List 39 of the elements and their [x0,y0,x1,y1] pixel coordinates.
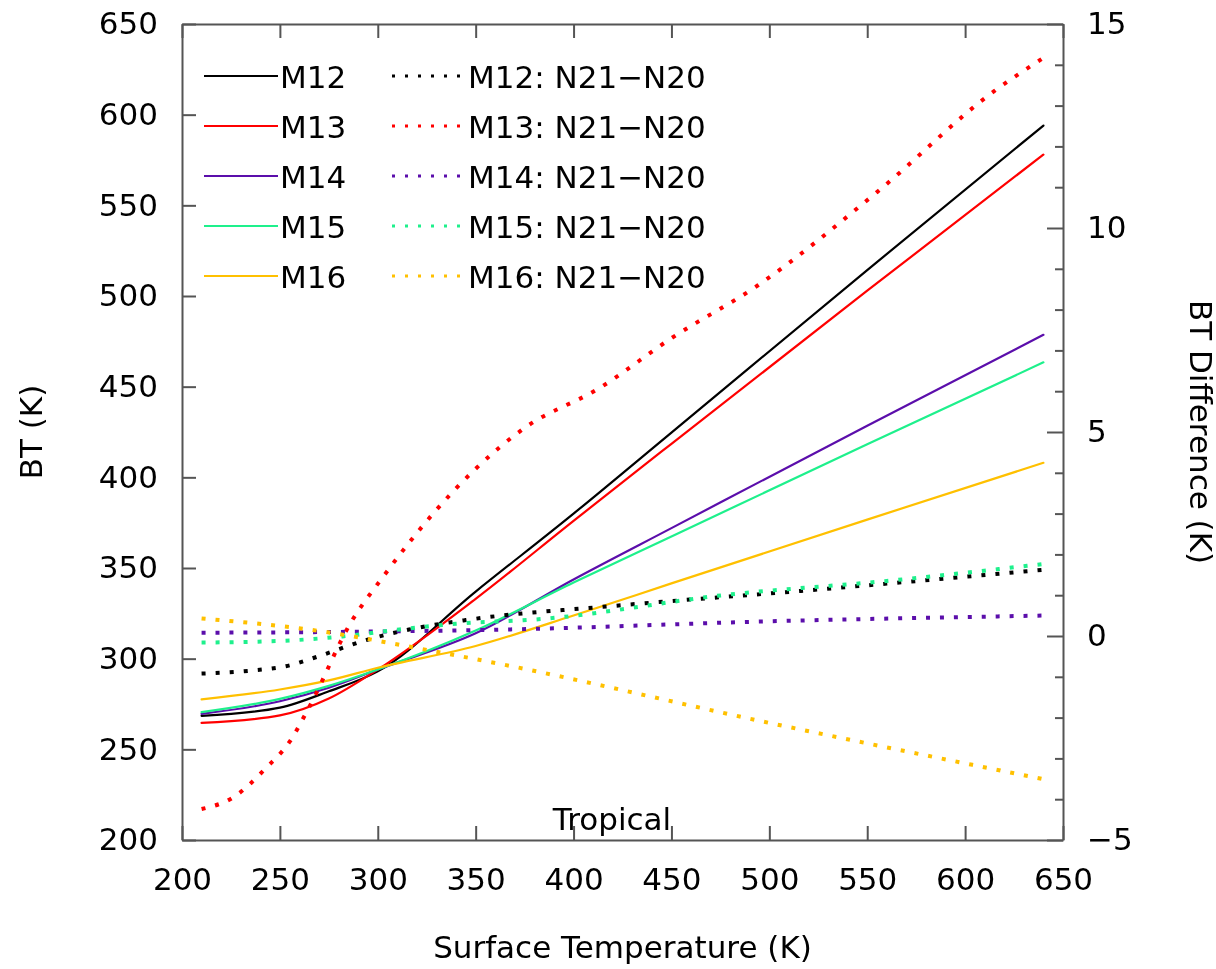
y-tick-label: 400 [98,458,158,495]
x-axis-title: Surface Temperature (K) [433,929,812,965]
y2-axis-title: BT Difference (K) [1183,299,1216,565]
legend-label: M14 [280,159,347,195]
y2-tick-label: 5 [1087,413,1107,450]
x-tick-label: 650 [1033,861,1094,898]
x-tick-label: 350 [446,861,506,898]
x-tick-label: 450 [642,861,702,898]
legend-label: M12 [280,59,347,95]
y2-tick-label: 10 [1087,209,1127,246]
legend-label: M16: N21−N20 [468,259,706,295]
x-tick-label: 400 [544,861,604,898]
y2-tick-label: 0 [1087,617,1107,654]
x-tick-label: 200 [152,861,213,898]
x-tick-label: 600 [936,861,996,898]
annotation: Tropical [551,801,672,837]
x-tick-label: 550 [838,861,898,898]
y-tick-label: 300 [98,640,158,677]
y-tick-label: 500 [98,277,158,314]
y-tick-label: 250 [98,730,158,767]
y-tick-label: 650 [98,5,158,42]
legend-label: M15 [280,209,347,245]
y-tick-label: 200 [98,821,158,858]
legend-label: M14: N21−N20 [468,159,706,195]
x-tick-label: 250 [250,861,310,898]
legend-label: M13 [280,109,347,145]
y-tick-label: 350 [98,549,158,586]
legend-label: M15: N21−N20 [468,209,706,245]
x-tick-label: 300 [348,861,408,898]
y-tick-label: 600 [98,96,158,133]
y-axis-title: BT (K) [13,384,49,480]
legend-label: M16 [280,259,347,295]
x-tick-label: 500 [740,861,800,898]
y2-tick-label: −5 [1087,821,1133,858]
y-tick-label: 550 [98,186,158,223]
y2-tick-label: 15 [1087,5,1127,42]
legend-label: M12: N21−N20 [468,59,706,95]
y-tick-label: 450 [98,368,158,405]
legend-label: M13: N21−N20 [468,109,706,145]
